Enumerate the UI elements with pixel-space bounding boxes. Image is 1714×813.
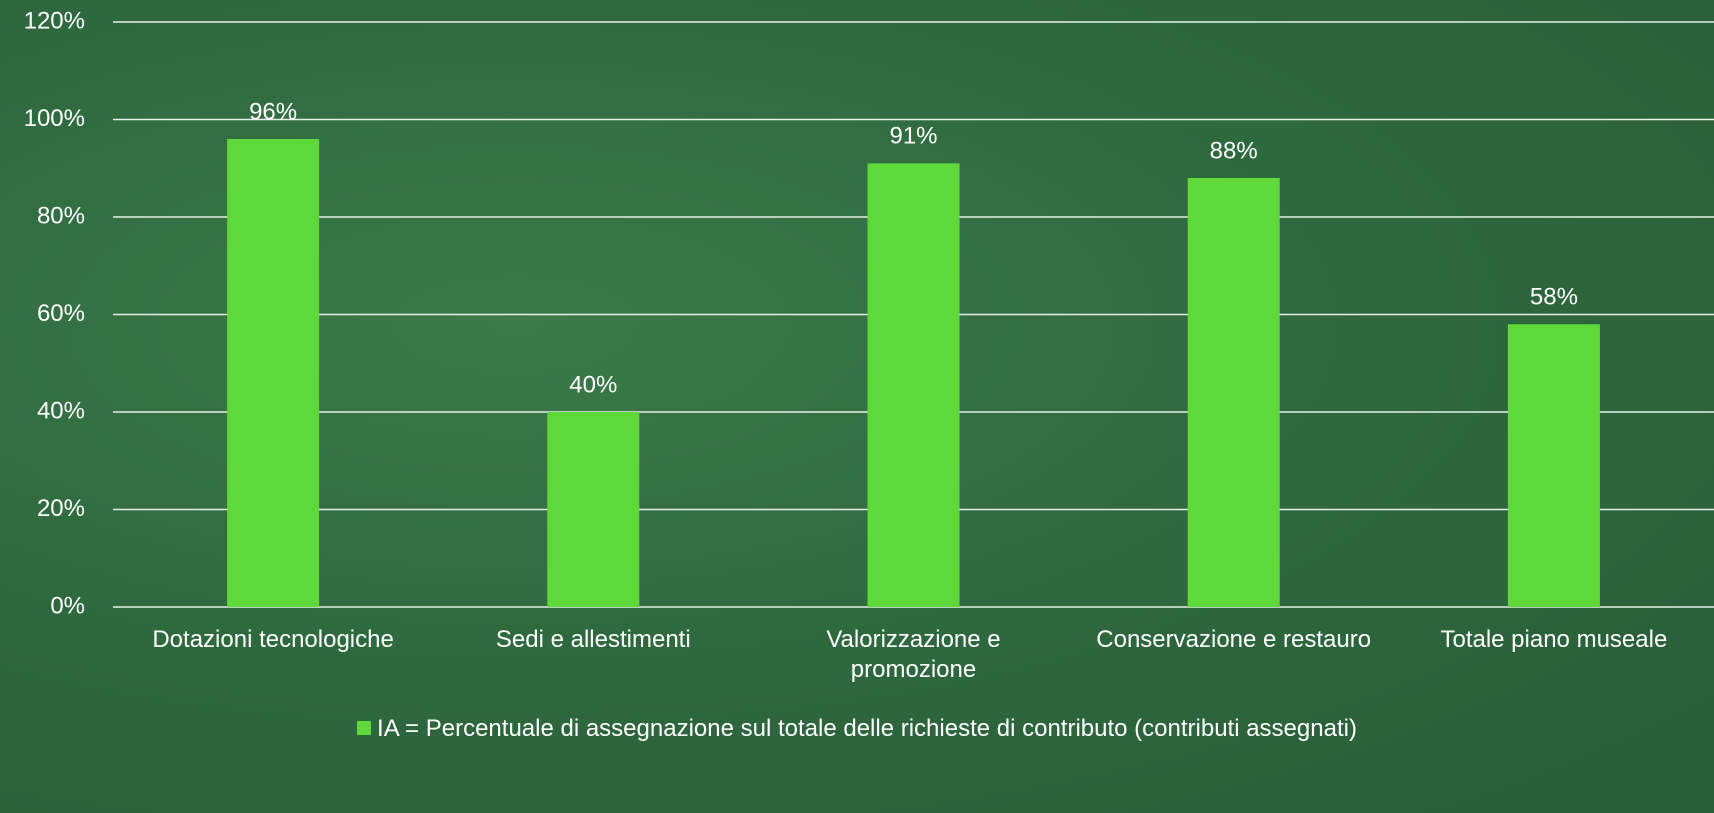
y-tick-label: 40% [37,397,85,424]
data-label: 40% [569,371,617,398]
bar [1187,178,1280,607]
legend: IA = Percentuale di assegnazione sul tot… [0,714,1714,744]
bar [227,139,320,607]
y-tick-label: 100% [24,105,85,132]
bar [547,412,640,607]
x-tick-label: Valorizzazione e promozione [826,626,1001,683]
y-tick-label: 0% [50,592,85,619]
x-tick-label: Sedi e allestimenti [495,626,691,653]
x-tick-label: Totale piano museale [1440,626,1668,653]
y-tick-label: 20% [37,495,85,522]
data-label: 96% [249,98,297,125]
data-label: 88% [1210,137,1258,164]
data-label: 58% [1530,284,1578,311]
bar [867,163,960,607]
y-tick-label: 60% [37,300,85,327]
x-tick-label: Conservazione e restauro [1096,626,1372,653]
legend-swatch [357,721,372,735]
x-tick-label: Dotazioni tecnologiche [152,626,394,653]
legend-label: IA = Percentuale di assegnazione sul tot… [377,715,1357,742]
y-tick-label: 80% [37,202,85,229]
bar [1507,324,1600,607]
data-label: 91% [889,123,937,150]
y-tick-label: 120% [24,7,85,34]
